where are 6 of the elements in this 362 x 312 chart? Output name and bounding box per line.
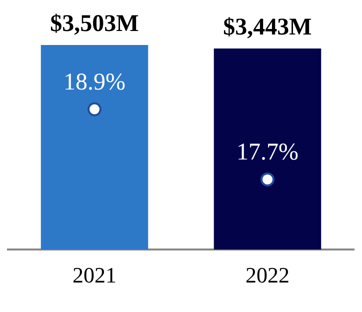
- data-label: 18.9%: [64, 70, 126, 96]
- x-tick-label: 2022: [246, 262, 290, 288]
- data-label: $3,503M: [50, 11, 139, 38]
- data-label: 17.7%: [236, 140, 298, 166]
- x-tick-label: 2021: [72, 262, 116, 288]
- data-label: $3,443M: [223, 14, 312, 41]
